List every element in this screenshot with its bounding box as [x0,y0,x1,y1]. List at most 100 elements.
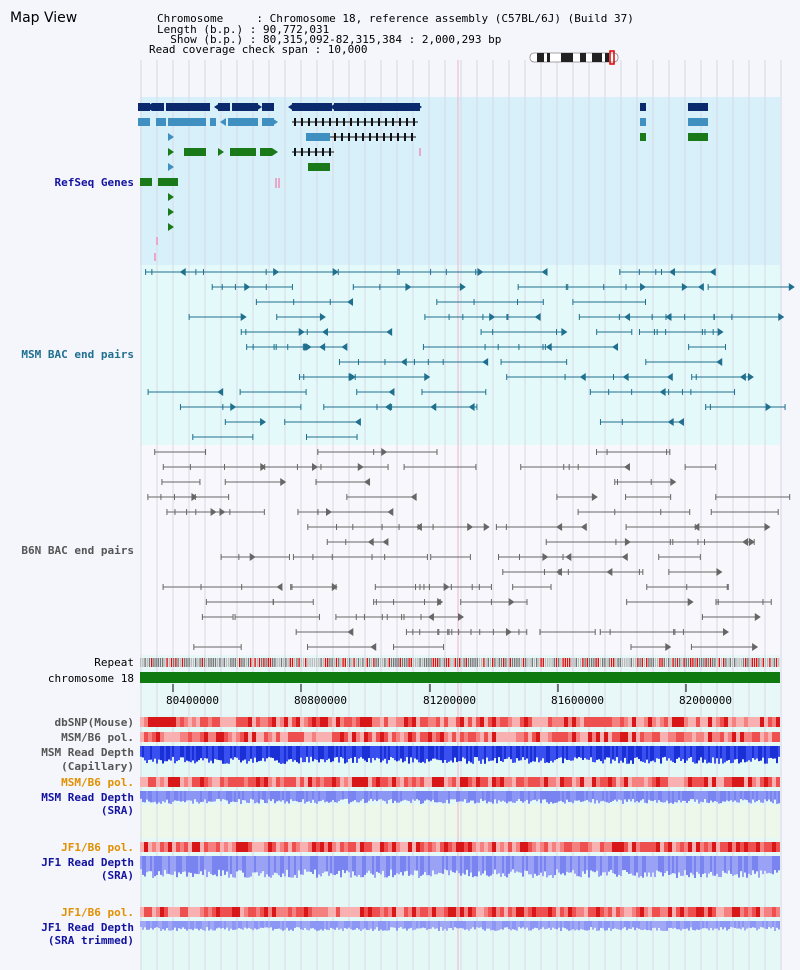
heat-cell [440,717,444,727]
heat-cell [728,777,732,787]
depth-bar [526,921,528,928]
heat-cell [616,907,620,917]
depth-bar [366,791,368,803]
repeat-mark [417,658,419,667]
depth-bar [358,791,360,803]
depth-bar [688,856,690,878]
depth-bar [666,856,668,872]
heat-cell [516,732,520,742]
heat-cell [436,717,440,727]
track-label-refseq[interactable]: RefSeq Genes [54,176,134,189]
depth-bar [278,856,280,876]
repeat-mark [714,658,716,667]
repeat-mark [608,658,610,667]
depth-bar [182,746,184,758]
repeat-mark [338,658,340,667]
heat-cell [628,777,632,787]
depth-bar [198,791,200,804]
strand-arrow-icon [332,268,339,276]
depth-bar [324,791,326,803]
depth-bar [696,921,698,930]
depth-bar [662,921,664,931]
depth-bar [604,746,606,760]
depth-bar [734,856,736,875]
depth-bar [488,746,490,762]
repeat-mark [474,658,476,667]
heat-cell [560,777,564,787]
depth-bar [492,791,494,804]
depth-bar [440,921,442,928]
depth-bar [272,791,274,800]
repeat-mark [544,658,547,667]
heat-cell [548,717,552,727]
heat-cell [396,777,400,787]
heat-cell [752,907,756,917]
depth-bar [302,746,304,763]
heat-cell [300,907,304,917]
heat-cell [524,842,528,852]
repeat-mark [179,658,181,667]
track-label-msm-bac[interactable]: MSM BAC end pairs [21,348,134,361]
heat-cell [208,717,212,727]
depth-bar [372,921,374,931]
depth-bar [250,921,252,929]
repeat-mark [569,658,571,667]
heat-cell [432,907,436,917]
depth-bar [198,856,200,875]
depth-bar [354,856,356,876]
depth-bar [510,791,512,802]
depth-bar [602,791,604,801]
depth-bar [244,746,246,760]
depth-bar [696,746,698,764]
depth-bar [778,856,780,871]
heat-cell [616,842,620,852]
track-label-b6n-bac[interactable]: B6N BAC end pairs [21,544,134,557]
heat-cell [152,907,156,917]
heat-cell [684,907,688,917]
depth-bar [488,856,490,877]
depth-bar [618,921,620,930]
depth-bar [404,746,406,762]
depth-bar [332,791,334,800]
heat-cell [544,842,548,852]
heat-cell [348,717,352,727]
heat-cell [472,907,476,917]
heat-cell [468,717,472,727]
strand-arrow-icon [303,343,310,351]
depth-bar [700,856,702,878]
depth-bar [384,746,386,759]
repeat-mark [661,658,663,667]
depth-bar [390,856,392,870]
gene-block [640,133,646,141]
depth-bar [658,856,660,872]
strand-arrow-icon [384,403,391,411]
depth-bar [452,791,454,800]
depth-bar [778,746,780,757]
depth-bar [518,746,520,761]
depth-bar [194,856,196,874]
repeat-mark [731,658,734,667]
depth-bar [586,856,588,871]
heat-cell [324,842,328,852]
heat-cell [172,842,176,852]
depth-bar [184,746,186,763]
heat-cell [620,717,624,727]
depth-bar [696,856,698,872]
depth-bar [332,746,334,762]
heat-cell [152,842,156,852]
depth-bar [356,921,358,929]
depth-bar [538,856,540,876]
heat-cell [568,717,572,727]
repeat-mark [736,658,738,667]
heat-cell [604,842,608,852]
heat-cell [360,907,364,917]
depth-bar [690,856,692,873]
repeat-mark [652,658,654,667]
heat-cell [288,732,292,742]
repeat-mark [749,658,751,667]
heat-cell [332,907,336,917]
repeat-mark [386,658,388,667]
depth-bar [352,791,354,802]
heat-cell [392,842,396,852]
